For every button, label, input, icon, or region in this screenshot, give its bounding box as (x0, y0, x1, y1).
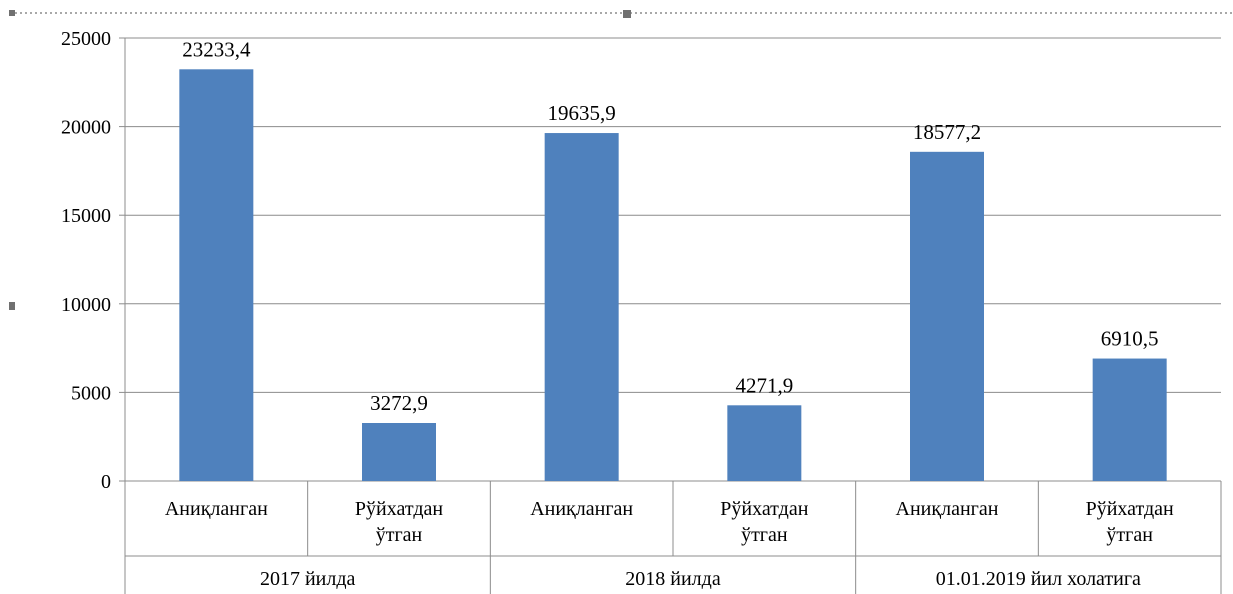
category-label: Аниқланган (530, 498, 633, 520)
data-label: 19635,9 (548, 101, 616, 125)
category-label: Аниқланган (896, 498, 999, 520)
y-tick-label: 20000 (61, 117, 111, 139)
data-label: 18577,2 (913, 120, 981, 144)
category-label: ўтган (376, 524, 423, 546)
group-label: 01.01.2019 йил холатига (936, 568, 1141, 590)
data-label: 6910,5 (1101, 327, 1159, 351)
bar (179, 69, 254, 482)
y-tick-label: 15000 (61, 205, 111, 227)
y-tick-labels: 0 5000 10000 15000 20000 25000 (61, 28, 111, 493)
axes (119, 37, 1222, 594)
bar (910, 151, 984, 481)
data-label: 4271,9 (735, 373, 793, 397)
data-label: 3272,9 (370, 391, 428, 415)
y-tick-label: 25000 (61, 28, 111, 50)
category-label: Рўйхатдан (355, 498, 443, 520)
bars (179, 69, 1167, 482)
data-label: 23233,4 (182, 37, 251, 61)
data-labels: 23233,4 3272,9 19635,9 4271,9 18577,2 6910,5 (182, 37, 1158, 415)
category-label: ўтган (1106, 524, 1153, 546)
group-labels: 2017 йилда 2018 йилда 01.01.2019 йил холат… (260, 568, 1141, 590)
y-tick-label: 0 (101, 471, 111, 493)
category-label: Рўйхатдан (720, 498, 808, 520)
y-tick-label: 10000 (61, 294, 111, 316)
selection-handle-left-middle (9, 302, 15, 310)
group-label: 2018 йилда (625, 568, 721, 590)
category-label: ўтган (741, 524, 788, 546)
group-label: 2017 йилда (260, 568, 356, 590)
category-label: Рўйхатдан (1086, 498, 1174, 520)
bar (1092, 358, 1167, 481)
bar (544, 133, 619, 481)
y-tick-label: 5000 (71, 382, 111, 404)
category-label: Аниқланган (165, 498, 268, 520)
selection-handle-top-center (623, 10, 631, 18)
selection-handle-top-left (9, 10, 15, 16)
gridlines (125, 37, 1221, 393)
bar (362, 423, 436, 481)
category-labels: Аниқланган Рўйхатдан ўтган Аниқланган Рўйхат… (165, 498, 1174, 546)
bar (727, 405, 802, 481)
